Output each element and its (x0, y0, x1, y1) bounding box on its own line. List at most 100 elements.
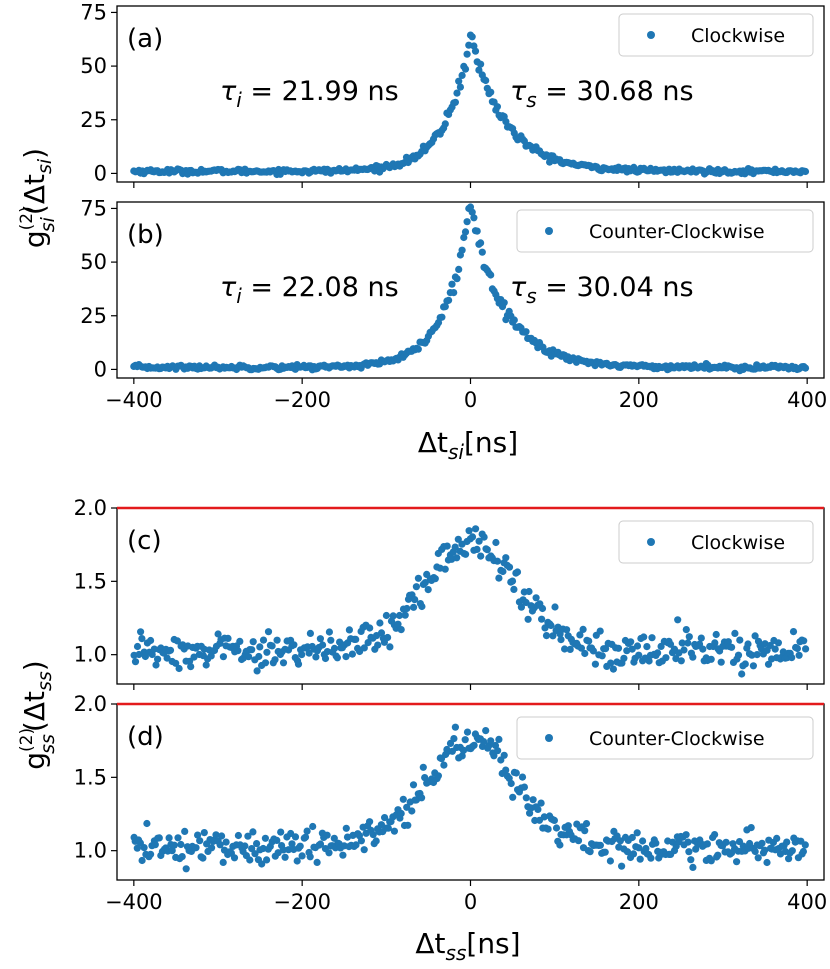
data-point (614, 644, 623, 652)
data-point (478, 248, 486, 256)
data-point (801, 841, 809, 849)
data-point (397, 626, 405, 634)
legend: Clockwise (618, 520, 814, 564)
data-point (137, 628, 145, 636)
data-point (374, 641, 382, 649)
data-point (524, 615, 532, 623)
data-point (470, 741, 478, 749)
y-axis-title-bottom: g(2)ss(Δtss) (17, 660, 59, 770)
data-point (316, 840, 325, 848)
data-point (291, 833, 300, 841)
data-point (441, 120, 449, 128)
data-point (455, 265, 463, 273)
x-tick-label: 400 (787, 388, 827, 412)
data-point (133, 844, 141, 852)
data-point (418, 794, 426, 802)
data-point (404, 821, 412, 829)
data-point (199, 854, 207, 862)
data-point (483, 546, 491, 554)
data-point (795, 651, 803, 659)
legend-box (618, 13, 814, 57)
data-point (372, 837, 380, 845)
data-point (321, 654, 330, 663)
data-point (458, 752, 466, 760)
data-point (399, 795, 407, 803)
data-point (711, 639, 719, 647)
data-point (459, 746, 468, 755)
data-point (738, 670, 746, 678)
data-point (288, 840, 296, 848)
data-point (148, 650, 156, 659)
legend-box (516, 209, 814, 253)
data-point (522, 328, 530, 336)
data-point (799, 847, 808, 856)
legend-label: Clockwise (691, 25, 785, 47)
data-point (482, 727, 490, 735)
data-point (633, 642, 642, 650)
data-point (774, 639, 783, 647)
data-point (181, 827, 189, 836)
data-point (166, 646, 175, 654)
legend-label: Clockwise (691, 532, 785, 554)
data-point (477, 239, 485, 247)
data-point (640, 633, 648, 641)
x-tick-label: 0 (464, 890, 477, 914)
data-point (345, 626, 353, 634)
data-point (522, 794, 530, 802)
data-point (273, 636, 281, 644)
data-point (408, 807, 416, 815)
data-point (607, 659, 615, 667)
data-point (384, 633, 392, 642)
data-point (576, 631, 584, 639)
data-point (500, 299, 508, 307)
data-point (544, 825, 552, 833)
data-point (714, 851, 722, 859)
data-point (418, 602, 426, 611)
legend-box (618, 520, 814, 564)
data-point (510, 585, 518, 594)
data-point (381, 814, 389, 822)
data-point (495, 735, 503, 744)
data-point (290, 641, 298, 649)
data-point (801, 364, 810, 372)
data-point (249, 828, 257, 836)
data-point (261, 659, 270, 667)
data-point (173, 637, 181, 645)
data-point (360, 846, 368, 854)
data-point (234, 647, 242, 655)
data-point (251, 850, 259, 858)
data-point (682, 831, 690, 839)
data-point (395, 611, 404, 620)
data-point (451, 543, 459, 551)
data-point (451, 98, 459, 106)
y-tick-label: 0 (94, 357, 107, 381)
data-point (520, 783, 529, 791)
data-point (325, 849, 333, 857)
data-point (490, 752, 498, 760)
data-point (672, 655, 680, 663)
data-point (707, 857, 715, 865)
data-point (557, 636, 565, 644)
data-point (652, 839, 660, 847)
panel-label: (d) (127, 722, 164, 752)
data-point (678, 639, 686, 647)
data-point (731, 629, 739, 638)
data-point (168, 847, 176, 855)
legend-marker (647, 538, 655, 546)
data-point (219, 858, 227, 867)
data-point (133, 642, 142, 651)
data-point (505, 563, 514, 571)
data-point (623, 848, 632, 856)
data-point (616, 837, 625, 845)
panel-label: (c) (127, 526, 162, 556)
data-point (647, 854, 655, 862)
data-point (687, 856, 695, 864)
tau-annotation: τi = 22.08 ns (220, 272, 399, 308)
data-point (601, 848, 609, 856)
y-tick-label: 1.0 (74, 643, 107, 667)
data-point (394, 620, 402, 628)
data-point (390, 827, 398, 835)
data-point (403, 803, 411, 811)
data-point (636, 855, 644, 863)
data-point (323, 831, 331, 839)
